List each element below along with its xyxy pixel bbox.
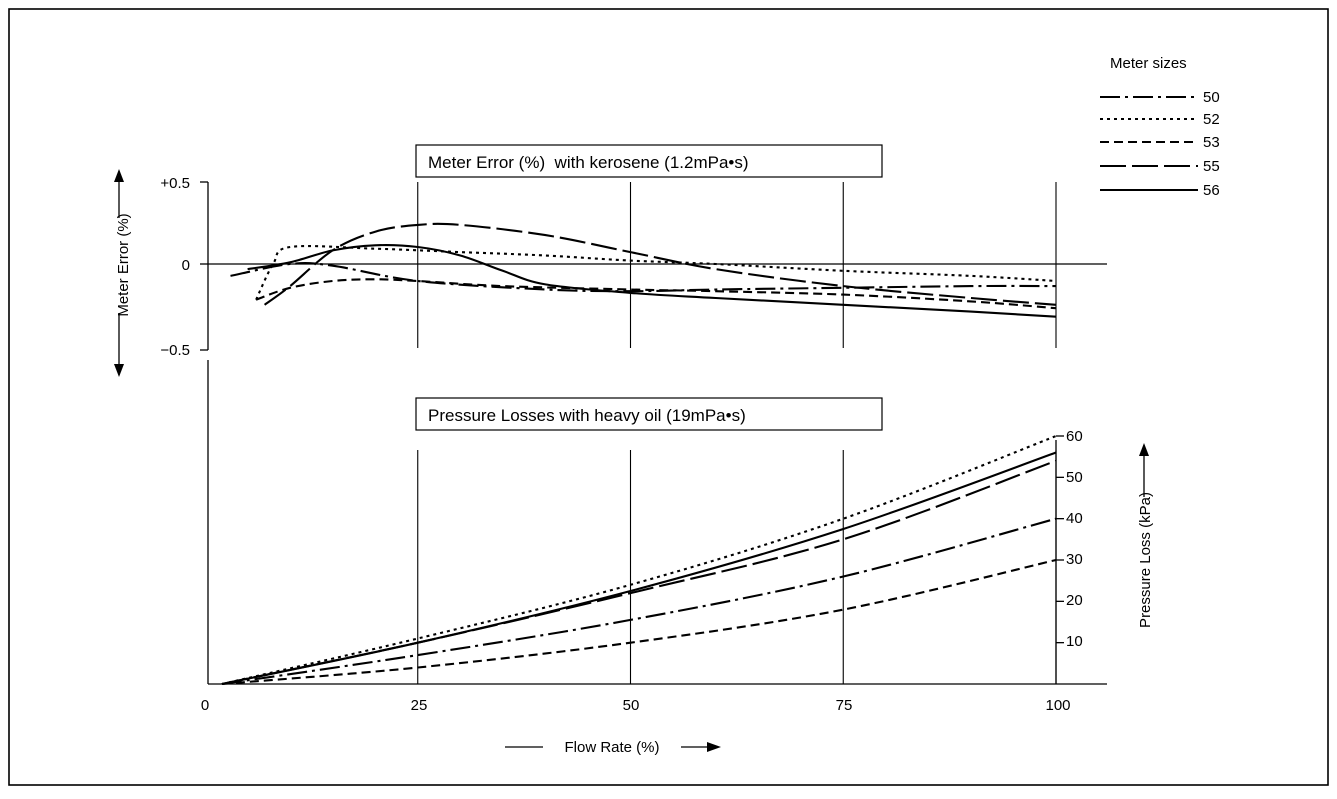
legend-label-53: 53 (1203, 134, 1220, 151)
pressure-tick-label-60: 60 (1066, 428, 1083, 445)
legend-label-55: 55 (1203, 158, 1220, 175)
x-tick-label-100: 100 (1045, 697, 1070, 714)
pressure-curve-size-52 (221, 435, 1057, 686)
legend-title: Meter sizes (1110, 55, 1187, 72)
pressure-chart-title: Pressure Losses with heavy oil (19mPa•s) (428, 406, 746, 425)
x-tick-label-0: 0 (201, 697, 209, 714)
flow-axis-arrow-head (707, 742, 721, 752)
error-axis-arrow-down-head (114, 364, 124, 377)
curves (221, 222, 1057, 686)
pressure-tick-label-50: 50 (1066, 469, 1083, 486)
error-tick-label-top: +0.5 (160, 175, 190, 192)
pressure-curve-size-53 (221, 558, 1057, 686)
pressure-title-box (415, 397, 883, 431)
error-axis-arrow-up-head (114, 169, 124, 182)
pressure-tick-label-30: 30 (1066, 551, 1083, 568)
error-tick-label-bottom: −0.5 (160, 342, 190, 359)
pressure-curve-size-50 (221, 517, 1057, 686)
pressure-curve-size-56 (221, 451, 1057, 686)
x-tick-label-75: 75 (836, 697, 853, 714)
pressure-tick-label-20: 20 (1066, 592, 1083, 609)
error-chart-title: Meter Error (%) with kerosene (1.2mPa•s) (428, 153, 749, 172)
pressure-ticks (1056, 435, 1064, 644)
error-axis-label: Meter Error (%) (115, 213, 132, 316)
x-tick-label-25: 25 (411, 697, 428, 714)
legend: Meter sizes 50 52 53 55 56 (1100, 55, 1220, 199)
error-curve-size-52 (255, 245, 1057, 301)
x-tick-label-50: 50 (623, 697, 640, 714)
error-curve-size-50 (230, 262, 1057, 293)
pressure-curve-size-55 (221, 459, 1057, 686)
legend-label-56: 56 (1203, 182, 1220, 199)
pressure-axis-arrow-head (1139, 443, 1149, 456)
error-tick-label-zero: 0 (182, 257, 190, 274)
error-curve-size-56 (247, 244, 1057, 318)
figure-frame (8, 8, 1329, 786)
pressure-tick-label-10: 10 (1066, 633, 1083, 650)
pressure-axis-label: Pressure Loss (kPa) (1137, 492, 1154, 628)
legend-swatches (1100, 95, 1198, 192)
error-title-box (415, 144, 883, 178)
flow-axis-label: Flow Rate (%) (564, 739, 659, 756)
grid-lines (417, 182, 1057, 684)
legend-label-52: 52 (1203, 111, 1220, 128)
legend-label-50: 50 (1203, 89, 1220, 106)
pressure-tick-label-40: 40 (1066, 510, 1083, 527)
